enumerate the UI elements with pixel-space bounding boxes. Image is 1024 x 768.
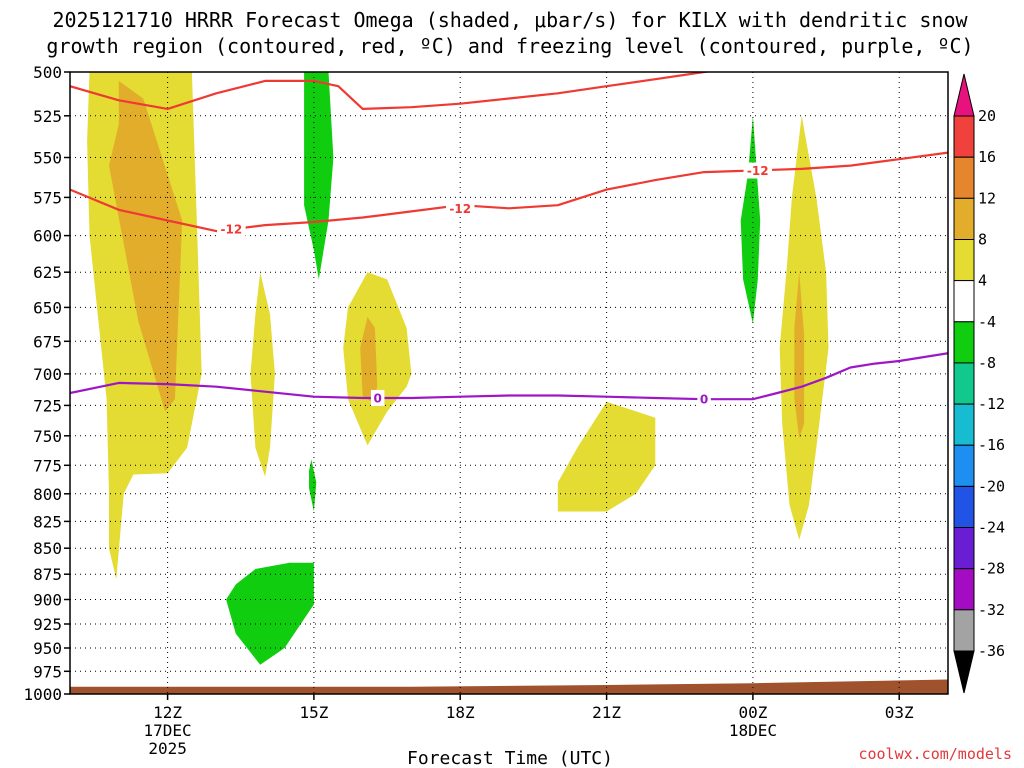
y-tick-label-625: 625 — [33, 263, 62, 282]
colorbar-label-20: 20 — [978, 107, 996, 125]
y-tick-label-500: 500 — [33, 63, 62, 82]
freezing-level-contour — [70, 352, 948, 401]
yellow-region-1330z — [250, 272, 275, 477]
x-tick-date-12Z: 17DEC — [144, 721, 192, 740]
orange-region-1 — [109, 80, 183, 412]
y-tick-label-800: 800 — [33, 485, 62, 504]
credit-text[interactable]: coolwx.com/models — [858, 745, 1012, 763]
colorbar-label--36: -36 — [978, 642, 1005, 660]
contour-label-extra-2-bg — [697, 391, 711, 408]
colorbar-bin--4-4 — [953, 280, 975, 323]
colorbar-label-12: 12 — [978, 189, 996, 207]
colorbar-bin--24--20 — [953, 485, 975, 529]
y-tick-label-850: 850 — [33, 539, 62, 558]
colorbar-label--12: -12 — [978, 395, 1005, 413]
colorbar-bin-8-12 — [953, 197, 975, 241]
colorbar-label--32: -32 — [978, 601, 1005, 619]
colorbar-label-8: 8 — [978, 231, 987, 249]
colorbar-label-4: 4 — [978, 272, 987, 290]
colorbar-label--28: -28 — [978, 560, 1005, 578]
yellow-region-01z — [779, 115, 829, 540]
colorbar-bin--20--16 — [953, 444, 975, 487]
y-tick-label-600: 600 — [33, 227, 62, 246]
colorbar-bin--28--24 — [953, 527, 975, 570]
green-region-15z-small — [309, 459, 317, 512]
contour-label-extra-2: 0 — [700, 393, 708, 407]
y-tick-label-950: 950 — [33, 639, 62, 658]
colorbar-label-16: 16 — [978, 148, 996, 166]
y-tick-label-925: 925 — [33, 615, 62, 634]
contour-label-extra-0-bg — [445, 200, 475, 217]
y-tick-label-675: 675 — [33, 332, 62, 351]
colorbar-bin-4-8 — [953, 239, 975, 282]
contour-label-layer: -12 0 -12 -12 0 — [217, 162, 773, 408]
dgz-lower-contour-label: -12 — [220, 223, 242, 237]
contour-label-extra-1-bg — [743, 162, 773, 179]
y-tick-label-575: 575 — [33, 188, 62, 207]
colorbar-bin--32--28 — [953, 568, 975, 611]
colorbar-label--8: -8 — [978, 354, 996, 372]
y-tick-label-875: 875 — [33, 565, 62, 584]
dgz-upper-contour — [70, 72, 712, 110]
terrain-layer — [70, 679, 948, 694]
y-axis: 500 525 550 575 600 625 650 675 700 725 750 775 800 8… — [23, 63, 70, 704]
y-tick-label-700: 700 — [33, 365, 62, 384]
green-region-14z-lower — [226, 562, 314, 665]
x-tick-label-18Z: 18Z — [446, 703, 475, 722]
colorbar-bottom-arrow — [953, 650, 975, 694]
contour-label-extra-0: -12 — [449, 202, 471, 216]
plot-frame — [69, 71, 949, 695]
colorbar-label--20: -20 — [978, 477, 1005, 495]
orange-region-16z — [360, 317, 378, 402]
y-tick-label-775: 775 — [33, 456, 62, 475]
y-tick-label-525: 525 — [33, 107, 62, 126]
colorbar: 20 16 12 8 4 -4 -8 -12 -16 -20 -24 -28 -32 -36 — [953, 73, 1005, 694]
colorbar-bin--16--12 — [953, 403, 975, 446]
orange-region-01z — [794, 272, 805, 439]
y-tick-label-650: 650 — [33, 298, 62, 317]
colorbar-label--24: -24 — [978, 519, 1005, 537]
x-axis-label: Forecast Time (UTC) — [407, 748, 613, 768]
dgz-lower-contour-label-bg — [217, 221, 246, 238]
colorbar-label--4: -4 — [978, 313, 996, 331]
contour-label-extra-1: -12 — [747, 164, 769, 178]
chart-title-line2: growth region (contoured, red, ºC) and f… — [46, 34, 973, 58]
y-tick-label-825: 825 — [33, 512, 62, 531]
x-tick-date-00Z: 18DEC — [729, 721, 777, 740]
y-tick-label-1000: 1000 — [23, 685, 62, 704]
colorbar-top-arrow — [953, 73, 975, 117]
x-tick-year-12Z: 2025 — [148, 739, 187, 758]
colorbar-bin-16-20 — [953, 115, 975, 158]
x-tick-label-03Z: 03Z — [885, 703, 914, 722]
terrain-ground — [70, 679, 948, 694]
x-tick-label-00Z: 00Z — [738, 703, 767, 722]
x-tick-label-21Z: 21Z — [592, 703, 621, 722]
y-tick-label-750: 750 — [33, 427, 62, 446]
colorbar-bin-12-16 — [953, 156, 975, 199]
green-region-upper-15z — [304, 72, 334, 280]
chart-title-line1: 2025121710 HRRR Forecast Omega (shaded, … — [52, 8, 968, 32]
contour-layer — [70, 72, 948, 401]
x-tick-label-15Z: 15Z — [299, 703, 328, 722]
freezing-level-contour-label: 0 — [373, 391, 381, 405]
y-tick-label-975: 975 — [33, 662, 62, 681]
freezing-level-contour-label-bg — [370, 389, 385, 406]
dgz-lower-contour — [70, 151, 948, 233]
y-tick-label-725: 725 — [33, 396, 62, 415]
colorbar-bin--36--32 — [953, 609, 975, 652]
colorbar-label--16: -16 — [978, 436, 1005, 454]
shaded-omega-layer — [87, 72, 829, 665]
x-tick-label-12Z: 12Z — [153, 703, 182, 722]
colorbar-bin--8--4 — [953, 321, 975, 364]
yellow-region-16z — [343, 272, 412, 446]
y-tick-label-900: 900 — [33, 591, 62, 610]
y-tick-label-550: 550 — [33, 149, 62, 168]
plot-area: -12 0 -12 -12 0 — [69, 71, 949, 695]
yellow-region-21z — [557, 401, 656, 512]
colorbar-bin--12--8 — [953, 362, 975, 405]
